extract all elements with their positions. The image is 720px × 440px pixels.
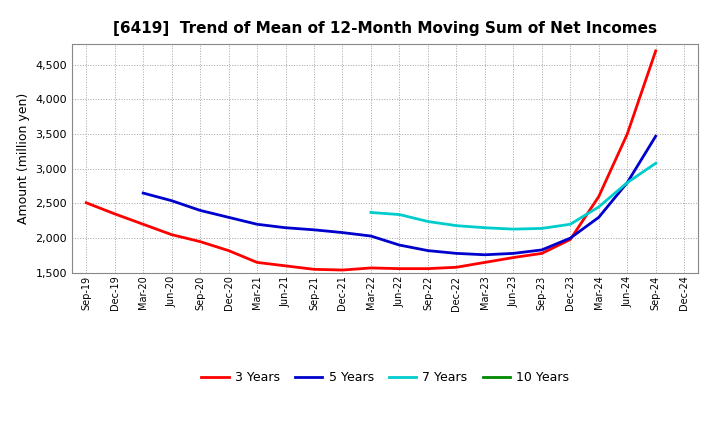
5 Years bbox=[253, 222, 261, 227]
3 Years bbox=[282, 263, 290, 268]
5 Years bbox=[566, 235, 575, 241]
Legend: 3 Years, 5 Years, 7 Years, 10 Years: 3 Years, 5 Years, 7 Years, 10 Years bbox=[196, 366, 575, 389]
5 Years bbox=[623, 180, 631, 185]
5 Years bbox=[537, 247, 546, 253]
3 Years bbox=[452, 264, 461, 270]
3 Years bbox=[139, 222, 148, 227]
3 Years bbox=[253, 260, 261, 265]
5 Years bbox=[595, 215, 603, 220]
5 Years bbox=[480, 252, 489, 257]
3 Years bbox=[395, 266, 404, 271]
5 Years bbox=[196, 208, 204, 213]
Line: 7 Years: 7 Years bbox=[371, 163, 656, 229]
3 Years bbox=[623, 132, 631, 137]
5 Years bbox=[167, 198, 176, 203]
7 Years bbox=[452, 223, 461, 228]
3 Years bbox=[82, 200, 91, 205]
5 Years bbox=[423, 248, 432, 253]
3 Years bbox=[110, 211, 119, 216]
5 Years bbox=[225, 215, 233, 220]
Title: [6419]  Trend of Mean of 12-Month Moving Sum of Net Incomes: [6419] Trend of Mean of 12-Month Moving … bbox=[113, 21, 657, 36]
5 Years bbox=[366, 233, 375, 238]
7 Years bbox=[537, 226, 546, 231]
Line: 5 Years: 5 Years bbox=[143, 136, 656, 255]
5 Years bbox=[338, 230, 347, 235]
3 Years bbox=[225, 248, 233, 253]
3 Years bbox=[537, 251, 546, 256]
5 Years bbox=[652, 134, 660, 139]
3 Years bbox=[480, 260, 489, 265]
5 Years bbox=[452, 251, 461, 256]
3 Years bbox=[566, 237, 575, 242]
5 Years bbox=[139, 191, 148, 196]
Y-axis label: Amount (million yen): Amount (million yen) bbox=[17, 93, 30, 224]
7 Years bbox=[623, 180, 631, 185]
5 Years bbox=[282, 225, 290, 231]
5 Years bbox=[509, 251, 518, 256]
3 Years bbox=[509, 255, 518, 260]
3 Years bbox=[310, 267, 318, 272]
3 Years bbox=[167, 232, 176, 237]
3 Years bbox=[366, 265, 375, 271]
7 Years bbox=[595, 204, 603, 209]
7 Years bbox=[366, 210, 375, 215]
3 Years bbox=[595, 194, 603, 199]
7 Years bbox=[566, 222, 575, 227]
3 Years bbox=[423, 266, 432, 271]
Line: 3 Years: 3 Years bbox=[86, 51, 656, 270]
3 Years bbox=[196, 239, 204, 244]
7 Years bbox=[480, 225, 489, 231]
7 Years bbox=[509, 227, 518, 232]
5 Years bbox=[310, 227, 318, 232]
7 Years bbox=[395, 212, 404, 217]
3 Years bbox=[338, 268, 347, 273]
5 Years bbox=[395, 242, 404, 248]
7 Years bbox=[423, 219, 432, 224]
7 Years bbox=[652, 161, 660, 166]
3 Years bbox=[652, 48, 660, 54]
